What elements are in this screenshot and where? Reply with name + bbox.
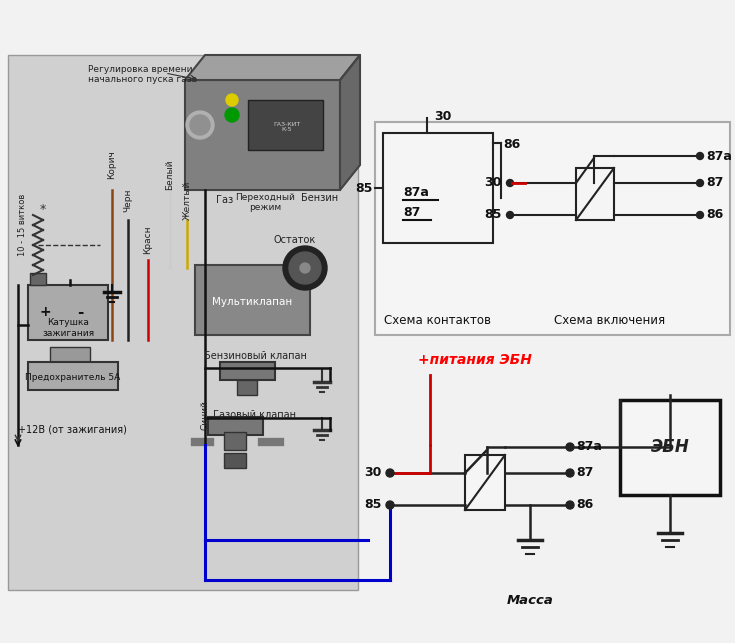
Text: Черн: Черн (123, 188, 132, 212)
Text: +питания ЭБН: +питания ЭБН (418, 353, 532, 367)
Bar (185, 80, 340, 190)
Text: Красн: Красн (143, 226, 152, 255)
Text: Регулировка времени
начального пуска газа: Регулировка времени начального пуска газ… (88, 65, 197, 84)
Bar (28, 362, 118, 390)
Text: Схема включения: Схема включения (554, 314, 666, 327)
Bar (208, 417, 263, 435)
Circle shape (283, 246, 327, 290)
Bar (50, 347, 90, 365)
Circle shape (289, 252, 321, 284)
Circle shape (190, 115, 210, 135)
Circle shape (566, 469, 574, 477)
Bar (248, 100, 323, 150)
Text: Мультиклапан: Мультиклапан (212, 297, 292, 307)
Text: 30: 30 (434, 109, 451, 123)
Text: +: + (39, 305, 51, 319)
Text: +12В (от зажигания): +12В (от зажигания) (18, 425, 127, 435)
Text: Белый: Белый (165, 159, 174, 190)
Text: Остаток: Остаток (274, 235, 316, 245)
Bar (30, 273, 46, 285)
Circle shape (186, 111, 214, 139)
Text: Синий: Синий (201, 400, 209, 430)
Circle shape (506, 179, 514, 186)
Text: 86: 86 (503, 138, 520, 152)
Text: *: * (40, 203, 46, 217)
Text: Бензин: Бензин (301, 193, 339, 203)
Text: 87a: 87a (706, 150, 732, 163)
Text: Газ: Газ (216, 195, 234, 205)
Circle shape (506, 212, 514, 219)
Text: 85: 85 (356, 181, 373, 194)
Text: 87: 87 (403, 206, 420, 219)
Circle shape (697, 152, 703, 159)
Text: 30: 30 (484, 176, 502, 190)
Text: 87: 87 (576, 467, 593, 480)
Circle shape (697, 179, 703, 186)
Text: Масса: Масса (506, 593, 553, 606)
Circle shape (300, 263, 310, 273)
Bar (620, 400, 720, 495)
Text: Газовый клапан: Газовый клапан (213, 410, 296, 420)
Text: 85: 85 (365, 498, 382, 511)
Circle shape (566, 501, 574, 509)
Text: 10 - 15 витков: 10 - 15 витков (18, 194, 27, 256)
Text: -: - (77, 305, 83, 320)
Bar (224, 432, 246, 450)
Circle shape (697, 212, 703, 219)
Bar (375, 122, 730, 335)
Text: Желтый: Желтый (182, 180, 192, 220)
Text: Переходный
режим: Переходный режим (235, 193, 295, 212)
Text: Корич: Корич (107, 150, 117, 179)
Circle shape (386, 501, 394, 509)
Circle shape (386, 469, 394, 477)
Text: 86: 86 (576, 498, 593, 511)
Bar (465, 455, 505, 510)
Polygon shape (185, 55, 360, 80)
Text: 87: 87 (706, 176, 723, 190)
Text: 85: 85 (484, 208, 502, 221)
Bar (237, 380, 257, 395)
Bar (28, 285, 108, 340)
Text: 86: 86 (706, 208, 723, 221)
Text: 87a: 87a (576, 440, 602, 453)
Text: ЭБН: ЭБН (650, 438, 689, 456)
Circle shape (225, 108, 239, 122)
Bar (8, 55, 358, 590)
Text: Катушка
зажигания: Катушка зажигания (42, 318, 94, 338)
Circle shape (226, 94, 238, 106)
Bar (224, 453, 246, 468)
Text: ГАЗ-КИТ
К-5: ГАЗ-КИТ К-5 (273, 122, 301, 132)
Bar (576, 168, 614, 220)
Bar (383, 133, 493, 243)
Bar (195, 265, 310, 335)
Text: Предохранитель 5А: Предохранитель 5А (26, 374, 121, 383)
Bar (220, 362, 275, 380)
Text: 87a: 87a (403, 186, 429, 199)
Circle shape (566, 443, 574, 451)
Text: Схема контактов: Схема контактов (384, 314, 492, 327)
Text: 30: 30 (365, 467, 382, 480)
Text: Бензиновый клапан: Бензиновый клапан (204, 351, 306, 361)
Polygon shape (340, 55, 360, 190)
